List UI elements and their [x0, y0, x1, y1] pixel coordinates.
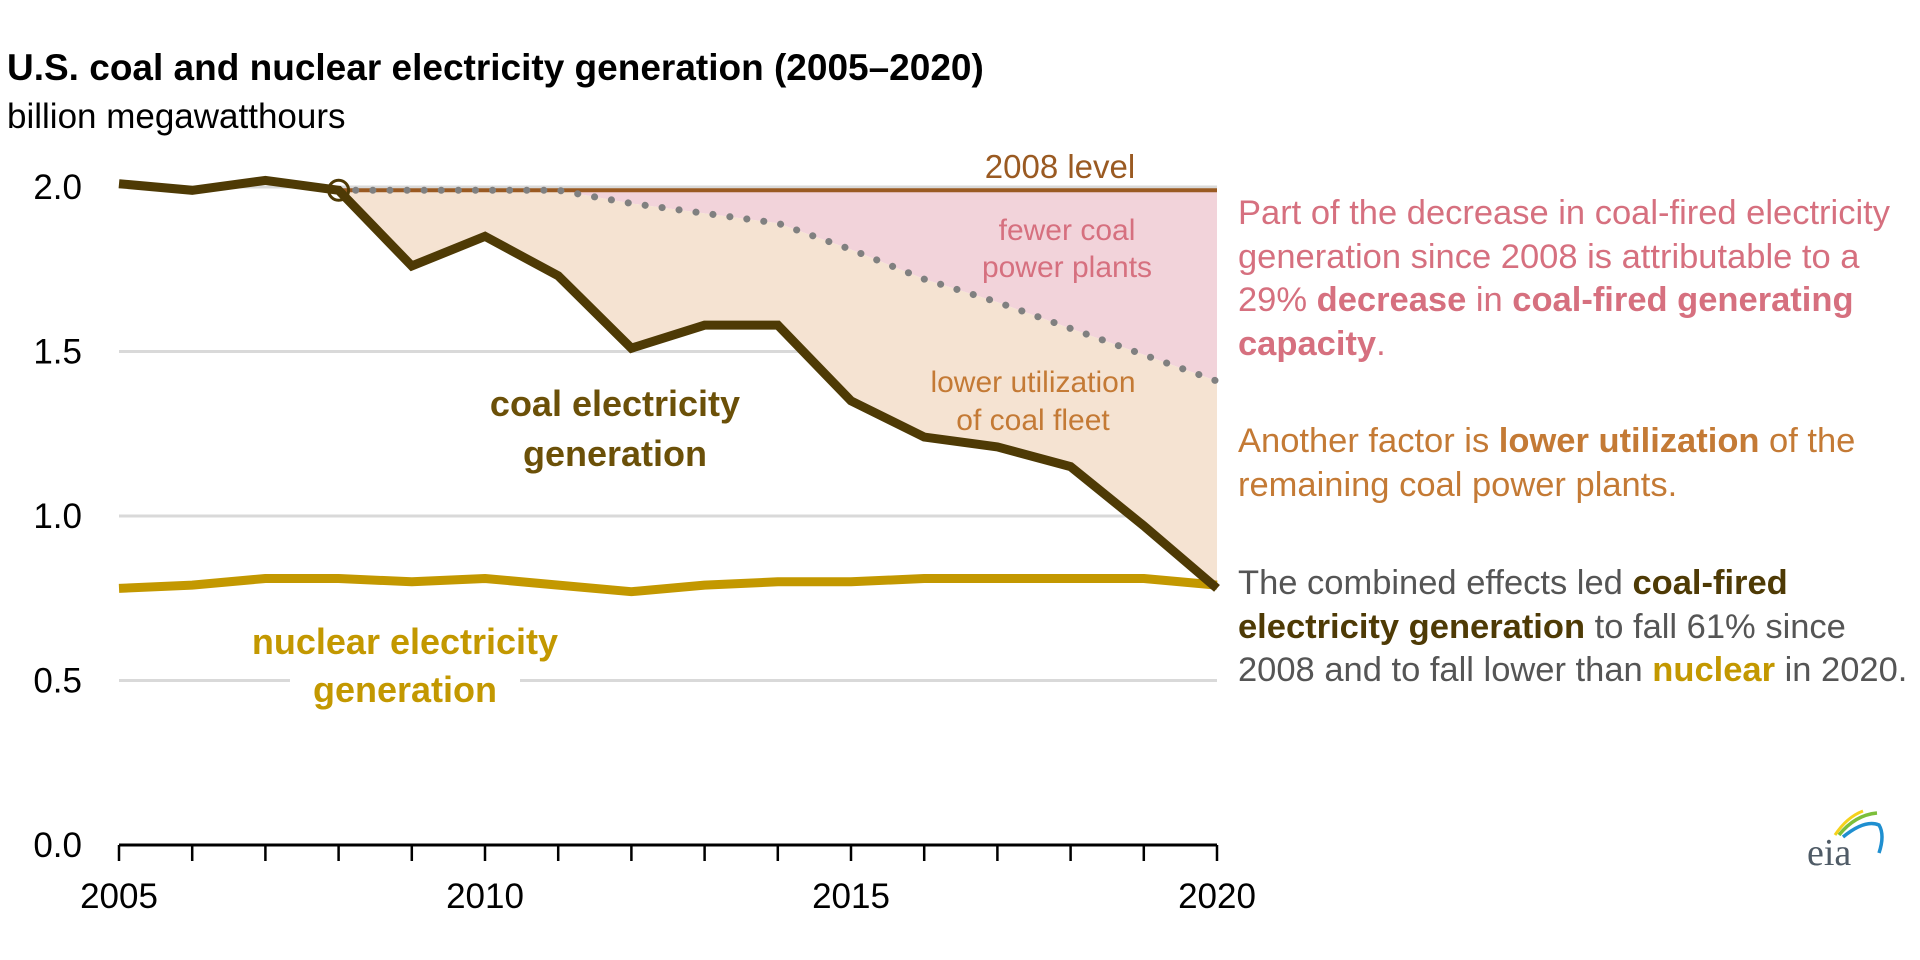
logo-text: eia [1807, 832, 1851, 874]
note3-bold-coal: coal-fired electricity generation [1238, 564, 1788, 646]
y-tick-label: 2.0 [33, 168, 82, 207]
y-tick-label: 0.5 [33, 662, 82, 701]
nuclear-label-backdrop [290, 665, 520, 703]
line-nuclear [118, 574, 1218, 597]
chart-subtitle-units: billion megawatthours [7, 97, 346, 136]
note-lower-utilization: Another factor is lower utilization of t… [1238, 420, 1918, 507]
series-label-coal-line2: generation [523, 433, 707, 474]
marker-2008-open-circle [327, 178, 351, 202]
line-capacity-dotted [335, 186, 1221, 385]
note2-text-2: of the remaining coal power plants. [1238, 422, 1856, 504]
series-label-nuclear-line1: nuclear electricity [252, 621, 558, 662]
annotation-2008-level: 2008 level [985, 148, 1135, 185]
note1-text-2: in [1466, 281, 1513, 319]
chart-title: U.S. coal and nuclear electricity genera… [7, 47, 984, 88]
note2-text-1: Another factor is [1238, 422, 1499, 460]
annotation-fewer-plants-line2: power plants [982, 251, 1152, 284]
note3-text-3: in 2020. [1775, 651, 1908, 689]
x-tick-label: 2005 [80, 877, 158, 916]
note-combined-effects: The combined effects led coal-fired elec… [1238, 562, 1918, 693]
series-label-nuclear-line2: generation [313, 669, 497, 710]
area-fewer-coal-plants [338, 190, 1218, 382]
area-lower-utilization [338, 190, 1218, 589]
annotation-lower-util-line1: lower utilization [930, 366, 1135, 399]
note1-bold-1: decrease [1316, 281, 1467, 319]
note-capacity-decrease: Part of the decrease in coal-fired elect… [1238, 192, 1918, 366]
annotation-lower-util-line2: of coal fleet [956, 404, 1110, 437]
y-tick-label: 1.0 [33, 497, 82, 536]
y-tick-label: 0.0 [33, 826, 82, 865]
series-label-coal-line1: coal electricity [490, 383, 740, 424]
note3-bold-nuclear: nuclear [1652, 651, 1776, 689]
logo-swoosh-green [1837, 811, 1878, 837]
x-tick-label: 2010 [446, 877, 524, 916]
eia-logo: eia [1807, 809, 1884, 874]
annotation-fewer-plants-line1: fewer coal [999, 214, 1136, 247]
note1-text-1: Part of the decrease in coal-fired elect… [1238, 194, 1890, 319]
note3-text-1: The combined effects led [1238, 564, 1633, 602]
note3-text-2: to fall 61% since 2008 and to fall lower… [1238, 607, 1846, 690]
logo-swoosh-yellow [1833, 809, 1864, 836]
x-tick-label: 2015 [812, 877, 890, 916]
note2-bold-1: lower utilization [1498, 422, 1760, 460]
logo-swoosh-blue [1841, 821, 1884, 854]
note1-bold-2: coal-fired generating capacity [1238, 281, 1854, 363]
x-tick-label: 2020 [1178, 877, 1256, 916]
y-tick-label: 1.5 [33, 333, 82, 372]
note1-text-3: . [1376, 324, 1386, 363]
line-coal [118, 175, 1220, 592]
